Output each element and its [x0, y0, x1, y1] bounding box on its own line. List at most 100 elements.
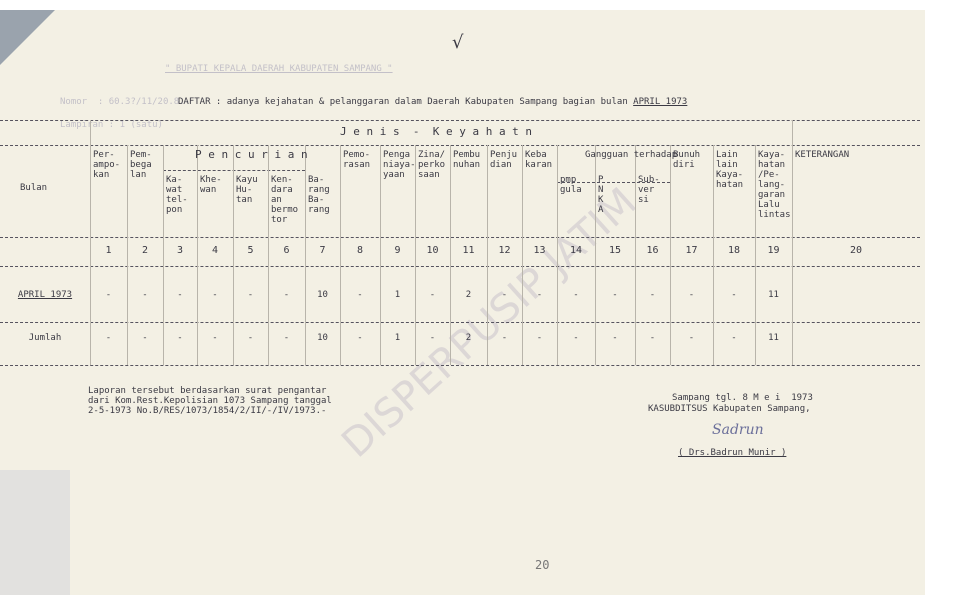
folded-corner — [0, 10, 55, 65]
column-number: 8 — [356, 245, 364, 256]
signature: Sadrun — [712, 422, 764, 438]
table-cell: - — [649, 333, 656, 343]
column-rule — [557, 145, 558, 365]
table-cell: 2 — [465, 333, 472, 343]
place-date: Sampang tgl. 8 M e i 1973 — [672, 393, 813, 403]
table-cell: - — [649, 290, 656, 300]
table-cell: - — [177, 333, 183, 343]
document-title: DAFTAR : adanya kejahatan & pelanggaran … — [178, 97, 687, 107]
table-cell: - — [212, 333, 218, 343]
column-number: 18 — [727, 245, 741, 256]
pencurian-rule — [163, 170, 305, 171]
table-cell: - — [142, 290, 148, 300]
column-number: 20 — [849, 245, 863, 256]
dashed-rule — [0, 365, 920, 366]
checkmark: √ — [452, 32, 464, 53]
scan-background-strip — [0, 470, 70, 595]
table-cell: - — [357, 290, 363, 300]
table-cell: - — [573, 333, 579, 343]
column-header: pmp gula — [560, 175, 582, 195]
column-header: KETERANGAN — [795, 150, 850, 160]
table-cell: 1 — [394, 290, 401, 300]
table-cell: 2 — [465, 290, 472, 300]
dashed-rule — [0, 266, 920, 267]
column-rule — [487, 145, 488, 365]
column-rule — [197, 145, 198, 365]
column-rule — [340, 145, 341, 365]
column-header: P N K A — [598, 175, 604, 215]
table-cell: 1 — [394, 333, 401, 343]
column-rule — [670, 145, 671, 365]
faint-lampiran: Lampiran : 1 (satu) — [60, 120, 163, 130]
table-cell: - — [573, 290, 579, 300]
note-line: Laporan tersebut berdasarkan surat penga… — [88, 386, 327, 396]
column-number: 7 — [319, 245, 326, 256]
table-cell: 10 — [317, 333, 328, 343]
page-number: 20 — [535, 558, 550, 572]
column-number: 17 — [685, 245, 698, 256]
column-header: Penju dian — [490, 150, 518, 170]
column-header: Per- ampo- kan — [93, 150, 121, 180]
table-cell: - — [501, 290, 508, 300]
column-header: Zina/ perko saan — [418, 150, 446, 180]
column-rule — [127, 145, 128, 365]
column-rule — [595, 145, 596, 365]
table-cell: - — [142, 333, 148, 343]
column-number: 4 — [211, 245, 219, 256]
group-label: J e n i s - K e y a h a t n — [340, 125, 533, 138]
table-cell: - — [105, 333, 112, 343]
table-cell: - — [429, 333, 436, 343]
signer-text: ( Drs.Badrun Munir ) — [678, 448, 787, 458]
dashed-rule — [0, 322, 920, 323]
column-header: Sub- ver si — [638, 175, 660, 205]
column-number: 11 — [462, 245, 475, 256]
table-cell: - — [247, 290, 254, 300]
column-rule — [713, 145, 714, 365]
title-month: APRIL 1973 — [633, 97, 688, 107]
table-cell: - — [283, 333, 290, 343]
column-rule — [233, 145, 234, 365]
column-rule — [522, 145, 523, 365]
gangguan-label: Gangguan terhadap — [585, 150, 678, 160]
column-header: Kayu Hu- tan — [236, 175, 258, 205]
pencurian-label: P e n c u r i a n — [195, 148, 308, 161]
table-cell: - — [688, 290, 695, 300]
column-header: Kaya- hatan /Pe- lang- garan Lalu lintas — [758, 150, 791, 220]
table-cell: - — [283, 290, 290, 300]
column-number: 6 — [283, 245, 290, 256]
column-rule — [635, 145, 636, 365]
column-header: Ken- dara an bermo tor — [271, 175, 299, 225]
column-number: 9 — [394, 245, 401, 256]
table-cell: - — [536, 333, 543, 343]
office: KASUBDITSUS Kabupaten Sampang, — [648, 404, 811, 414]
table-cell: - — [612, 290, 618, 300]
gangguan-rule — [557, 182, 670, 183]
column-rule — [755, 145, 756, 365]
table-cell: - — [177, 290, 183, 300]
column-number: 19 — [767, 245, 780, 256]
table-cell: - — [105, 290, 112, 300]
column-number: 14 — [569, 245, 583, 256]
column-number: 1 — [105, 245, 112, 256]
column-header: Pembu nuhan — [453, 150, 481, 170]
dashed-rule — [0, 145, 920, 146]
column-header: Pem- bega lan — [130, 150, 152, 180]
table-cell: - — [429, 290, 436, 300]
table-cell: - — [731, 290, 737, 300]
column-rule — [90, 120, 91, 365]
column-rule — [163, 145, 164, 365]
table-cell: - — [731, 333, 737, 343]
title-text: DAFTAR : adanya kejahatan & pelanggaran … — [178, 97, 628, 107]
column-number: 2 — [141, 245, 149, 256]
column-rule — [268, 145, 269, 365]
column-header: Ba- rang Ba- rang — [308, 175, 330, 215]
table-cell: - — [536, 290, 543, 300]
row-label-header: Bulan — [20, 183, 48, 193]
table-cell: - — [247, 333, 254, 343]
column-number: 13 — [533, 245, 546, 256]
dashed-rule — [0, 237, 920, 238]
column-header: Keba karan — [525, 150, 553, 170]
document-paper — [0, 10, 925, 595]
column-rule — [792, 120, 793, 365]
table-cell: - — [688, 333, 695, 343]
